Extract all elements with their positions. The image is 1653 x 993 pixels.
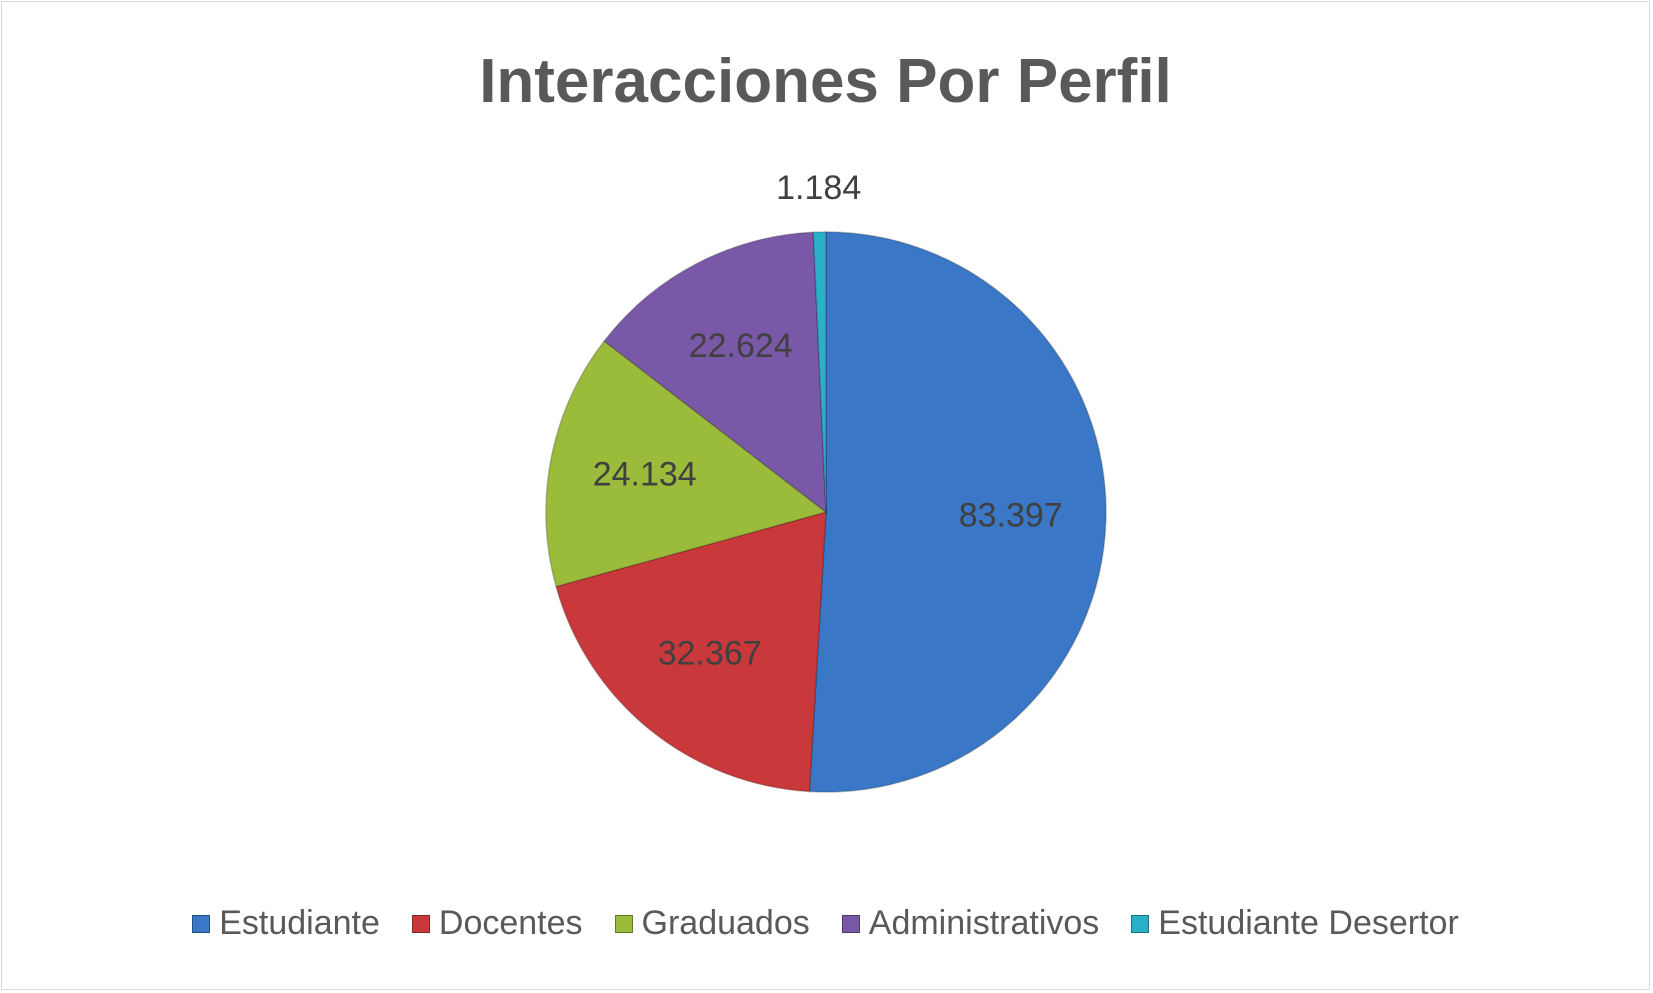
legend-swatch-administrativos xyxy=(841,914,860,933)
data-label-graduados: 24.134 xyxy=(593,455,697,493)
chart-legend: Estudiante Docentes Graduados Administrativ… xyxy=(2,904,1649,943)
pie-slice-shade-graduados xyxy=(545,340,826,587)
legend-swatch-estudiante xyxy=(192,914,211,933)
legend-item-estudiante: Estudiante xyxy=(192,904,380,943)
data-label-docentes: 32.367 xyxy=(658,635,762,673)
data-label-administrativos: 22.624 xyxy=(689,327,793,365)
legend-item-administrativos: Administrativos xyxy=(841,904,1100,943)
pie-slice-shade-docentes xyxy=(556,512,826,792)
legend-label-administrativos: Administrativos xyxy=(868,904,1100,942)
legend-swatch-graduados xyxy=(614,914,633,933)
legend-label-estudiante: Estudiante xyxy=(219,904,380,942)
pie-slice-shade-administrativos xyxy=(604,232,826,513)
pie-slice-shade-estudiante xyxy=(809,232,1106,792)
legend-item-graduados: Graduados xyxy=(614,904,810,943)
legend-swatch-docentes xyxy=(411,914,430,933)
data-label-estudiante-desertor: 1.184 xyxy=(776,169,861,207)
data-label-estudiante: 83.397 xyxy=(959,496,1063,534)
legend-label-graduados: Graduados xyxy=(641,904,810,942)
legend-item-estudiante-desertor: Estudiante Desertor xyxy=(1131,904,1459,943)
legend-swatch-estudiante-desertor xyxy=(1131,914,1150,933)
pie-slice-shade-estudiante-desertor xyxy=(813,232,826,512)
legend-item-docentes: Docentes xyxy=(411,904,583,943)
legend-label-docentes: Docentes xyxy=(438,904,583,942)
chart-title: Interacciones Por Perfil xyxy=(479,47,1172,116)
legend-label-estudiante-desertor: Estudiante Desertor xyxy=(1158,904,1459,942)
